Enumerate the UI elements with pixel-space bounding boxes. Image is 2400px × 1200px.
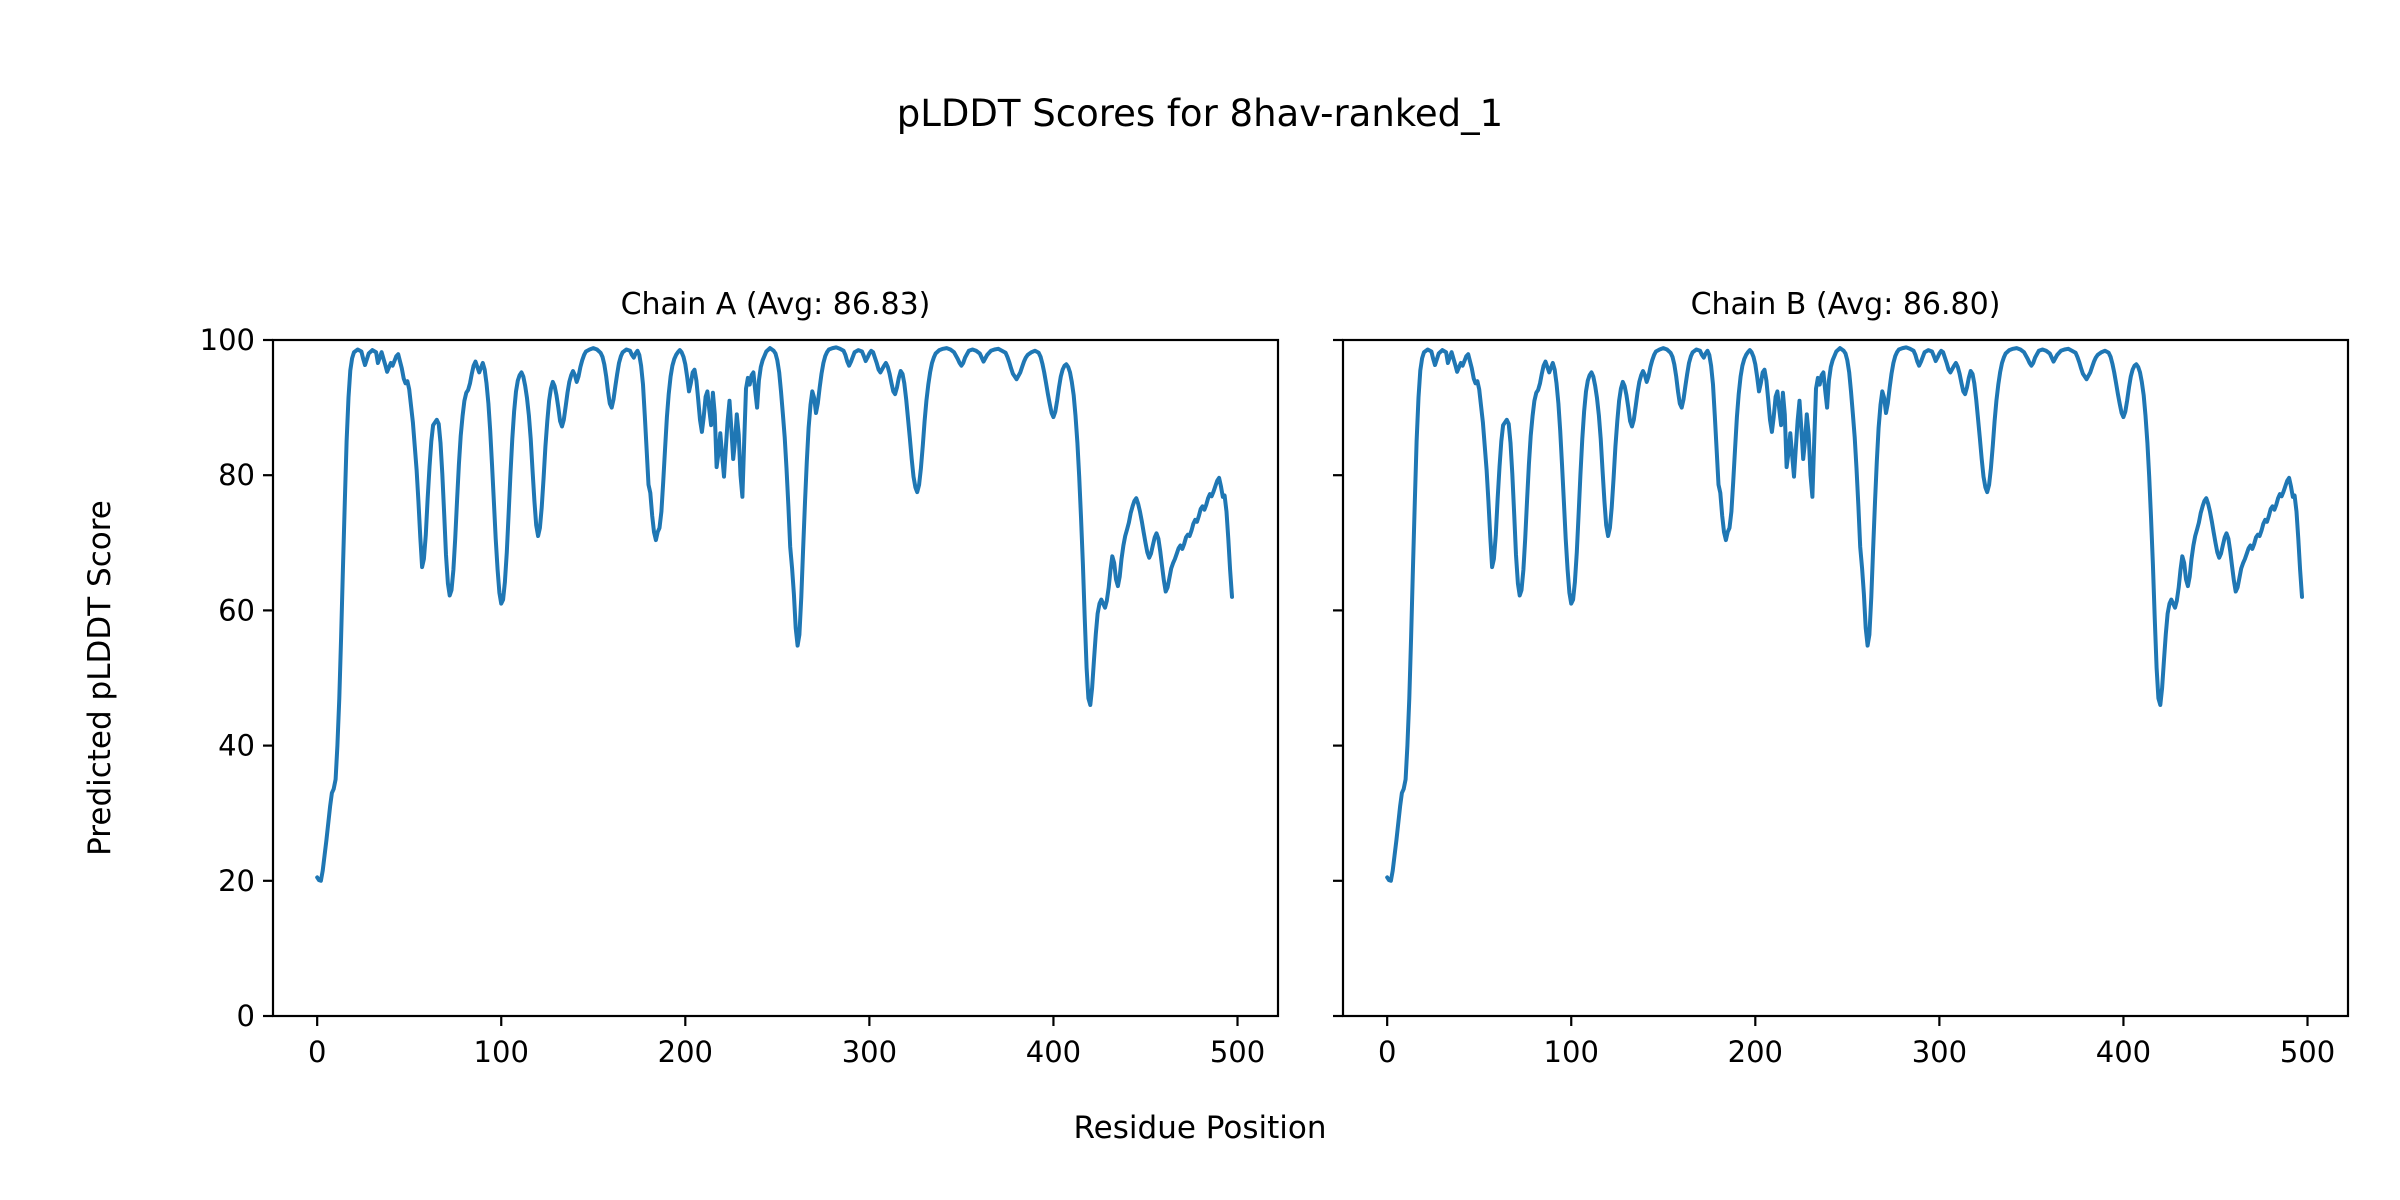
y-tick-label: 20 [218, 864, 255, 898]
chain-a-plot: 0 100 200 300 400 500 0 20 40 60 80 100 [200, 323, 1280, 1069]
plddt-line-chain-b [1385, 345, 2304, 883]
chain-b-title: Chain B (Avg: 86.80) [1690, 287, 2001, 322]
x-tick-label: 0 [308, 1035, 326, 1069]
x-tick-label: 200 [1728, 1035, 1783, 1069]
x-tick-label: 100 [474, 1035, 529, 1069]
figure-title: pLDDT Scores for 8hav-ranked_1 [896, 92, 1504, 135]
x-tick-label: 400 [1026, 1035, 1081, 1069]
y-axis-label: Predicted pLDDT Score [82, 500, 118, 856]
chain-a-subplot: Chain A (Avg: 86.83) 0 100 200 300 400 500 0 20… [200, 287, 1280, 1069]
chain-b-plot: 0 100 200 300 400 500 [1333, 338, 2350, 1069]
y-tick-label: 40 [218, 729, 255, 763]
x-tick-label: 300 [842, 1035, 897, 1069]
x-tick-label: 300 [1912, 1035, 1967, 1069]
x-tick-label: 400 [2096, 1035, 2151, 1069]
x-tick-label: 100 [1544, 1035, 1599, 1069]
plddt-line-chain-a [315, 345, 1234, 883]
y-tick-label: 0 [237, 999, 255, 1033]
chain-b-subplot: Chain B (Avg: 86.80) 0 100 200 300 400 500 [1333, 287, 2350, 1069]
x-tick-label: 0 [1378, 1035, 1396, 1069]
x-tick-label: 500 [1210, 1035, 1265, 1069]
chain-a-title: Chain A (Avg: 86.83) [620, 287, 931, 322]
axes-spines [1341, 338, 2350, 1018]
y-tick-label: 60 [218, 593, 255, 627]
x-tick-label: 500 [2280, 1035, 2335, 1069]
x-axis-label: Residue Position [1073, 1110, 1327, 1146]
y-tick-label: 100 [200, 323, 255, 357]
x-tick-label: 200 [658, 1035, 713, 1069]
y-tick-label: 80 [218, 458, 255, 492]
axes-spines [271, 338, 1280, 1018]
